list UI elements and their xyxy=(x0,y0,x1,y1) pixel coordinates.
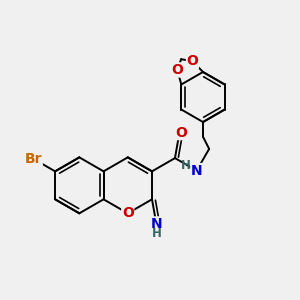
Text: O: O xyxy=(187,54,198,68)
Text: H: H xyxy=(181,159,190,172)
Text: N: N xyxy=(191,164,203,178)
Text: O: O xyxy=(171,63,183,77)
Text: Br: Br xyxy=(25,152,42,166)
Text: O: O xyxy=(122,206,134,220)
Text: H: H xyxy=(152,227,162,240)
Text: O: O xyxy=(176,125,187,140)
Text: N: N xyxy=(151,217,162,231)
